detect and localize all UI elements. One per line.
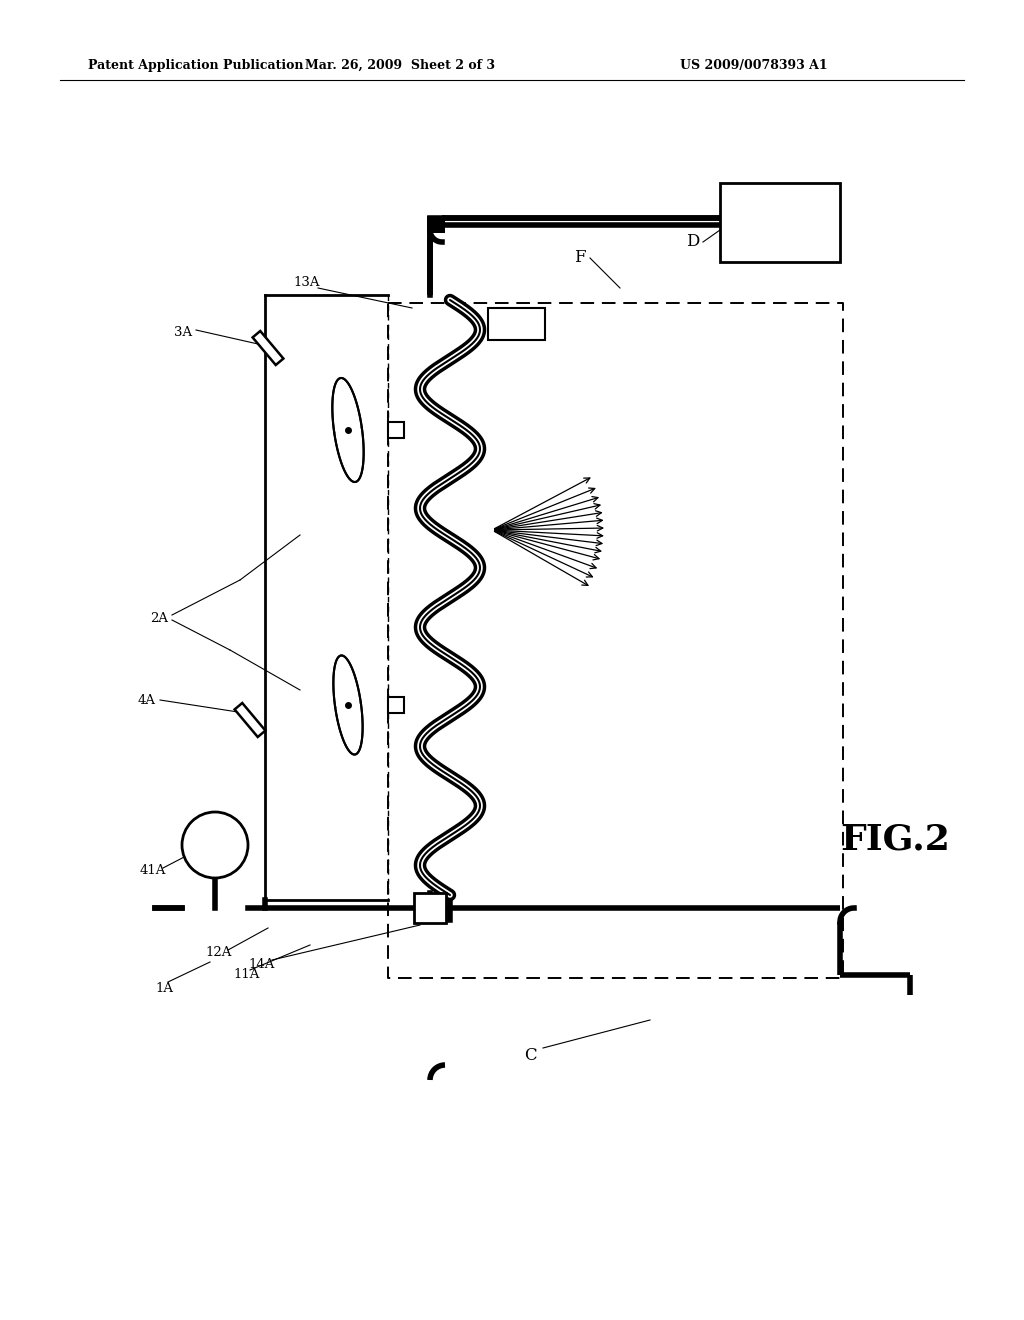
Text: 2A: 2A: [150, 611, 168, 624]
Bar: [388, 697, 404, 713]
Bar: [720, 183, 840, 261]
Bar: [234, 704, 265, 737]
Text: US 2009/0078393 A1: US 2009/0078393 A1: [680, 58, 827, 71]
Text: 13A: 13A: [293, 276, 319, 289]
Text: 1A: 1A: [155, 982, 173, 994]
Bar: [388, 422, 404, 438]
Bar: [414, 894, 446, 923]
Text: Patent Application Publication: Patent Application Publication: [88, 58, 303, 71]
Bar: [253, 331, 284, 366]
Text: Mar. 26, 2009  Sheet 2 of 3: Mar. 26, 2009 Sheet 2 of 3: [305, 58, 495, 71]
Text: F: F: [574, 249, 586, 267]
Text: 14A: 14A: [248, 958, 274, 972]
Text: 3A: 3A: [174, 326, 193, 339]
Text: 11A: 11A: [233, 969, 259, 982]
Text: 12A: 12A: [205, 946, 231, 960]
Bar: [488, 308, 545, 341]
Text: 4A: 4A: [138, 693, 156, 706]
Text: 41A: 41A: [140, 863, 166, 876]
Text: FIG.2: FIG.2: [840, 822, 950, 857]
Text: C: C: [523, 1047, 537, 1064]
Circle shape: [182, 812, 248, 878]
Text: D: D: [686, 234, 699, 251]
